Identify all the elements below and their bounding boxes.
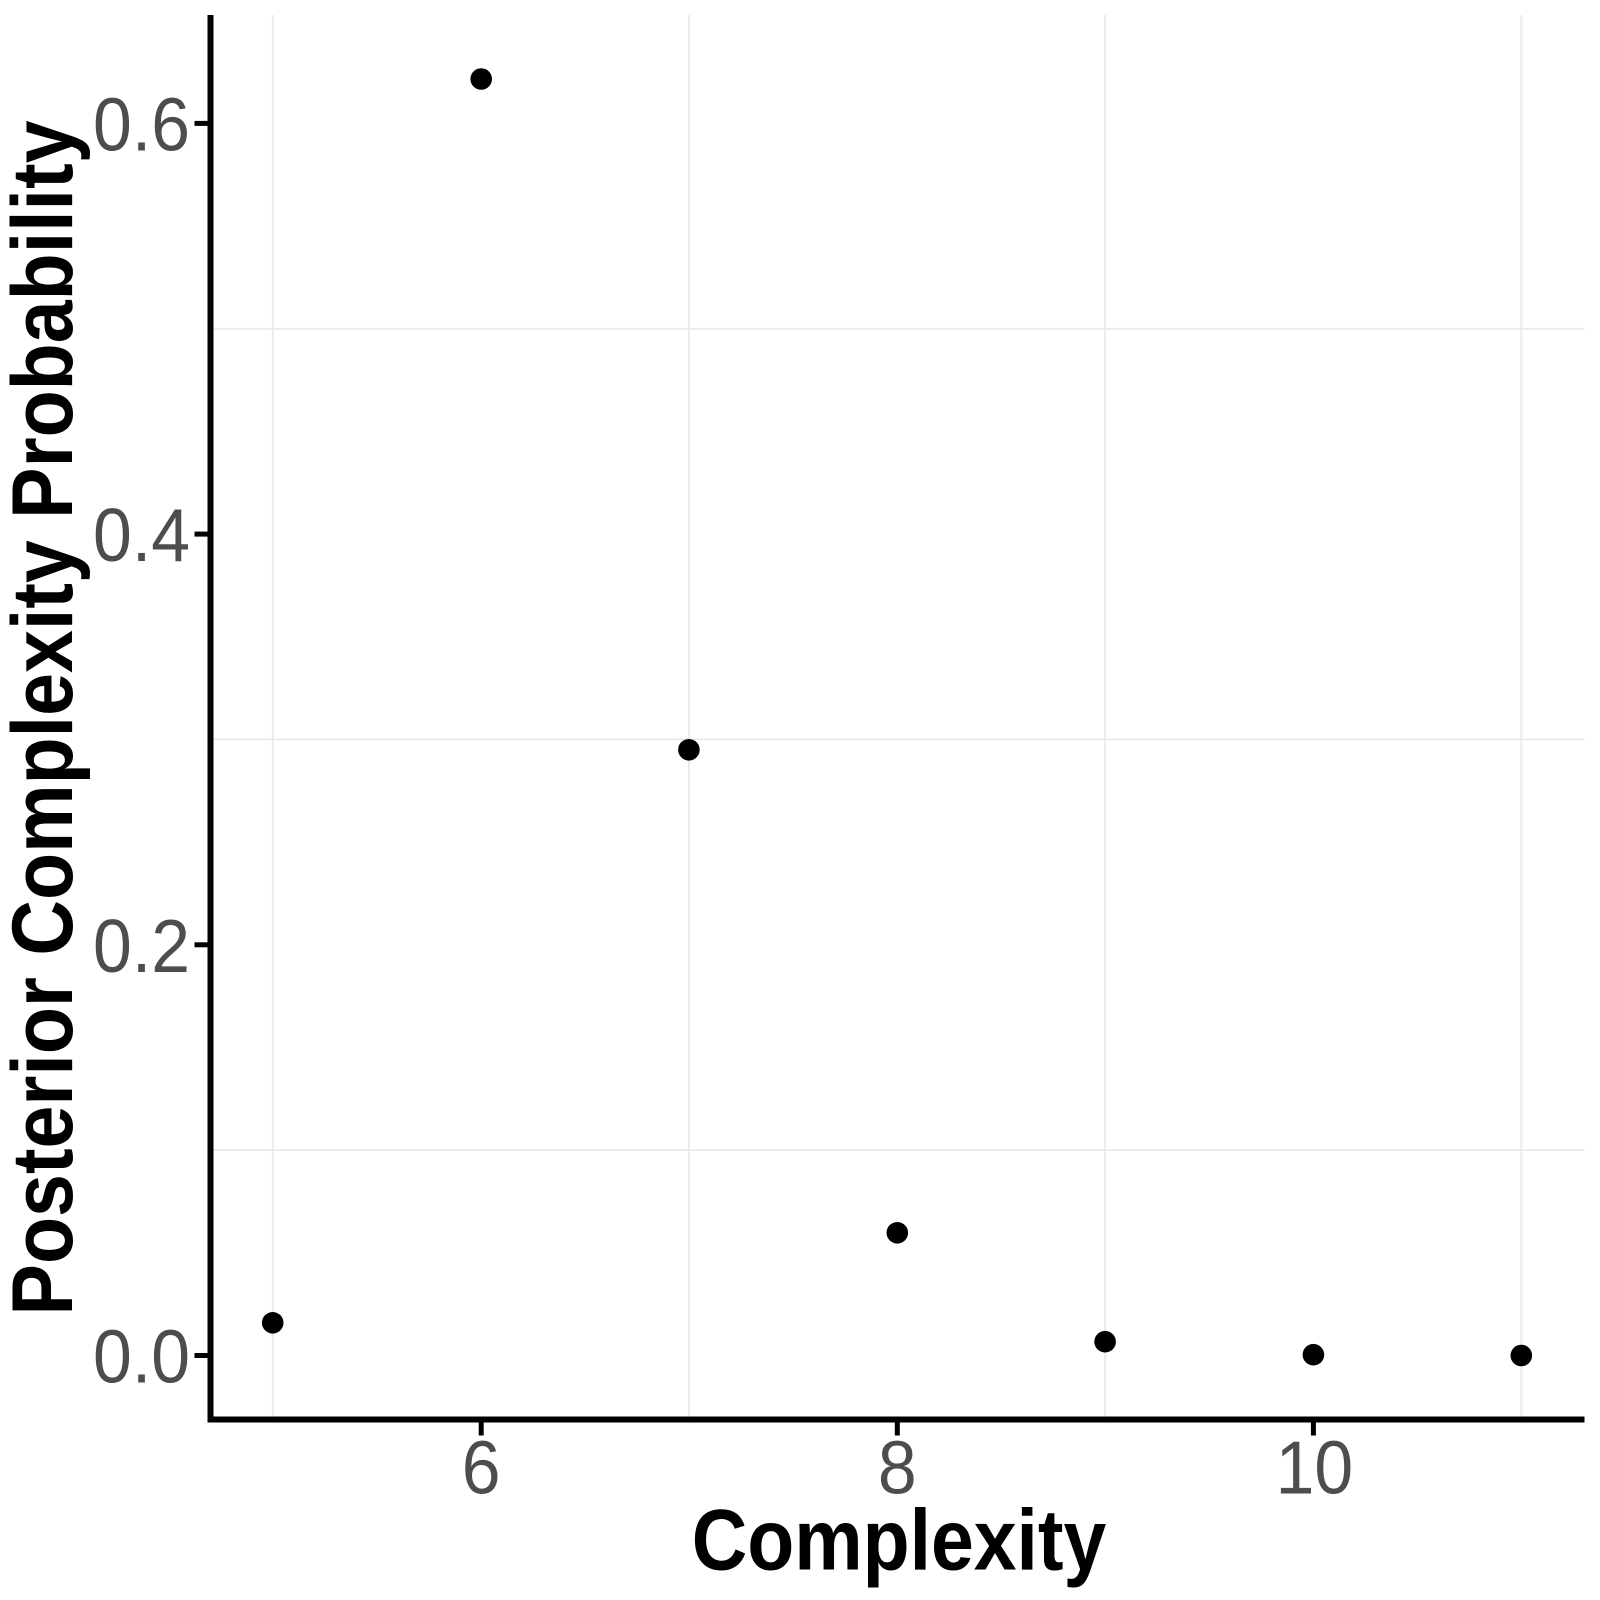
svg-text:Posterior Complexity Probabili: Posterior Complexity Probability: [0, 121, 91, 1316]
svg-text:0.6: 0.6: [93, 83, 190, 167]
svg-text:0.2: 0.2: [93, 904, 190, 988]
svg-text:10: 10: [1276, 1426, 1354, 1510]
svg-text:0.0: 0.0: [93, 1315, 190, 1399]
svg-text:0.4: 0.4: [93, 494, 190, 578]
svg-text:Complexity: Complexity: [692, 1492, 1107, 1588]
svg-text:8: 8: [878, 1426, 917, 1510]
svg-text:6: 6: [462, 1426, 501, 1510]
